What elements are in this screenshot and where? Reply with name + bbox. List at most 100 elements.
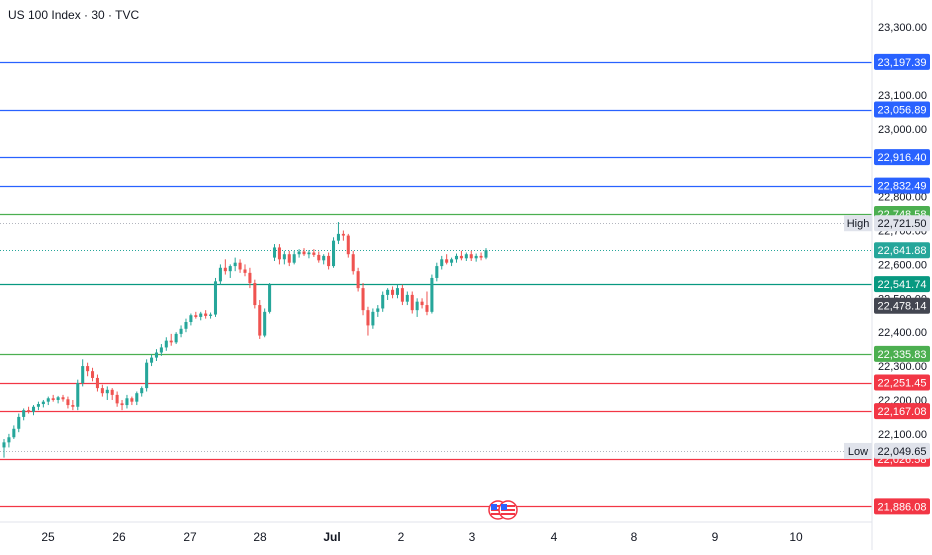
candle[interactable] (400, 284, 404, 306)
level-price-label[interactable]: 22,335.83 (874, 345, 930, 362)
candle[interactable] (27, 406, 31, 414)
candle[interactable] (459, 250, 463, 261)
candle[interactable] (130, 396, 134, 406)
candle[interactable] (366, 306, 370, 336)
candle[interactable] (351, 250, 355, 275)
candle[interactable] (327, 252, 331, 270)
candle[interactable] (248, 267, 252, 289)
candle[interactable] (258, 299, 262, 339)
candle[interactable] (17, 413, 21, 433)
candle[interactable] (302, 248, 306, 256)
candle[interactable] (154, 349, 158, 361)
candle[interactable] (110, 388, 114, 400)
candle[interactable] (420, 298, 424, 309)
price-label[interactable]: 22,478.14 (874, 297, 930, 314)
candle[interactable] (169, 333, 173, 346)
candle[interactable] (86, 362, 90, 377)
candle[interactable] (150, 354, 154, 367)
level-price-label[interactable]: 23,056.89 (874, 101, 930, 118)
candle[interactable] (22, 408, 26, 421)
candle[interactable] (194, 311, 198, 319)
candle[interactable] (100, 384, 104, 397)
candle[interactable] (233, 257, 237, 272)
candle[interactable] (71, 399, 75, 411)
candle[interactable] (223, 259, 227, 275)
candle[interactable] (361, 283, 365, 316)
candle[interactable] (454, 253, 459, 263)
candle[interactable] (376, 305, 380, 317)
candle[interactable] (371, 308, 375, 329)
candle[interactable] (218, 264, 222, 285)
candle[interactable] (174, 332, 178, 345)
event-markers[interactable] (488, 500, 518, 520)
candle[interactable] (277, 244, 281, 265)
last-price-label[interactable]: 22,641.88 (874, 242, 930, 259)
candle[interactable] (228, 264, 232, 278)
candle[interactable] (312, 249, 316, 257)
candle[interactable] (7, 433, 11, 448)
candle[interactable] (272, 244, 277, 261)
candle[interactable] (31, 405, 36, 416)
candle[interactable] (332, 237, 336, 268)
candle[interactable] (209, 312, 213, 319)
candle[interactable] (61, 394, 65, 402)
candle[interactable] (12, 425, 16, 439)
candle[interactable] (341, 230, 345, 241)
candle[interactable] (474, 253, 478, 262)
candle[interactable] (179, 325, 183, 338)
level-price-label[interactable]: 22,832.49 (874, 177, 930, 194)
level-price-label[interactable]: 21,886.08 (874, 498, 930, 515)
candle[interactable] (145, 359, 149, 392)
candle[interactable] (479, 252, 483, 261)
candle[interactable] (395, 284, 399, 299)
candle[interactable] (238, 259, 242, 273)
candle[interactable] (268, 283, 272, 314)
candle[interactable] (391, 286, 395, 299)
candle[interactable] (263, 308, 267, 338)
level-price-label[interactable]: 22,541.74 (874, 276, 930, 293)
candle[interactable] (36, 401, 40, 411)
candle[interactable] (66, 396, 70, 409)
candle[interactable] (317, 251, 321, 263)
candle[interactable] (125, 394, 129, 409)
candle[interactable] (322, 254, 326, 265)
candle[interactable] (76, 379, 80, 411)
us-flag-icon[interactable] (498, 500, 518, 520)
candle[interactable] (164, 337, 168, 351)
candle[interactable] (346, 233, 350, 258)
candle[interactable] (95, 374, 99, 392)
candle[interactable] (307, 250, 311, 259)
candle[interactable] (484, 248, 488, 260)
candle[interactable] (450, 257, 454, 267)
candle[interactable] (189, 313, 193, 326)
candle[interactable] (464, 252, 468, 261)
candle[interactable] (292, 250, 296, 265)
level-price-label[interactable]: 22,916.40 (874, 149, 930, 166)
candle[interactable] (282, 250, 286, 265)
candle[interactable] (381, 291, 385, 312)
candle[interactable] (425, 291, 429, 316)
candle[interactable] (46, 396, 50, 406)
candle[interactable] (159, 344, 163, 356)
candle[interactable] (410, 291, 414, 314)
level-price-label[interactable]: 22,167.08 (874, 403, 930, 420)
candle[interactable] (297, 249, 301, 258)
candle[interactable] (56, 395, 60, 404)
candle[interactable] (445, 254, 449, 265)
candle[interactable] (469, 250, 473, 261)
candle[interactable] (386, 288, 390, 300)
candle[interactable] (336, 222, 340, 245)
candle[interactable] (51, 394, 55, 402)
candle[interactable] (81, 359, 85, 387)
candle[interactable] (2, 438, 6, 458)
level-price-label[interactable]: 23,197.39 (874, 53, 930, 70)
candle[interactable] (287, 250, 291, 267)
candle[interactable] (415, 298, 419, 317)
candle[interactable] (184, 318, 188, 333)
candle[interactable] (435, 262, 439, 282)
candle[interactable] (135, 391, 139, 406)
candle[interactable] (41, 399, 45, 408)
candle[interactable] (253, 279, 257, 309)
candle[interactable] (440, 255, 444, 270)
